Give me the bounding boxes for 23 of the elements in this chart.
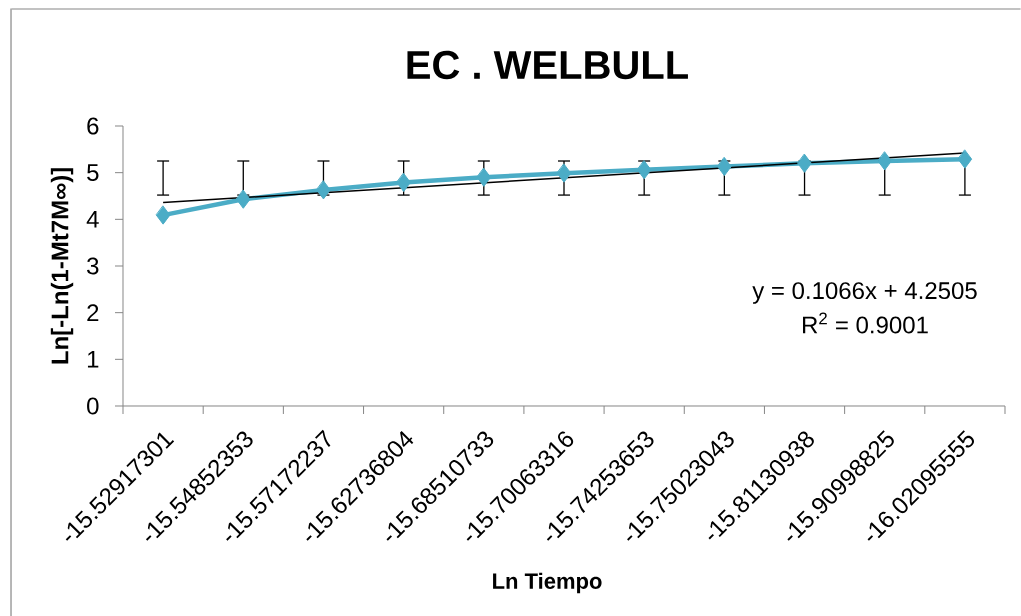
point: [877, 151, 892, 171]
point: [396, 172, 411, 192]
y-tick-label: 6: [87, 117, 99, 135]
y-tick-label: 2: [87, 304, 99, 322]
y-tick-label: 4: [86, 211, 99, 228]
point: [155, 205, 171, 225]
y-tick-label: 5: [87, 164, 99, 182]
point: [797, 153, 812, 173]
point: [957, 149, 973, 169]
chart-title: EC . WELBULL: [407, 50, 688, 80]
x-axis-title: Ln Tiempo: [493, 572, 602, 594]
y-tick-label: 0: [87, 397, 99, 415]
point: [236, 189, 251, 209]
point: [556, 163, 572, 183]
point: [636, 160, 652, 180]
point: [316, 180, 331, 200]
y-axis-title: Ln[-Ln(1-Mt7M∞)]: [50, 168, 74, 364]
point: [717, 157, 732, 177]
y-tick-label: 1: [87, 351, 99, 368]
annotation: R$^{2}$ = 0.9001: [803, 312, 928, 334]
annotation: y = 0.1066x + 4.2505: [752, 282, 977, 304]
y-tick-label: 3: [87, 257, 99, 275]
point: [476, 167, 492, 187]
